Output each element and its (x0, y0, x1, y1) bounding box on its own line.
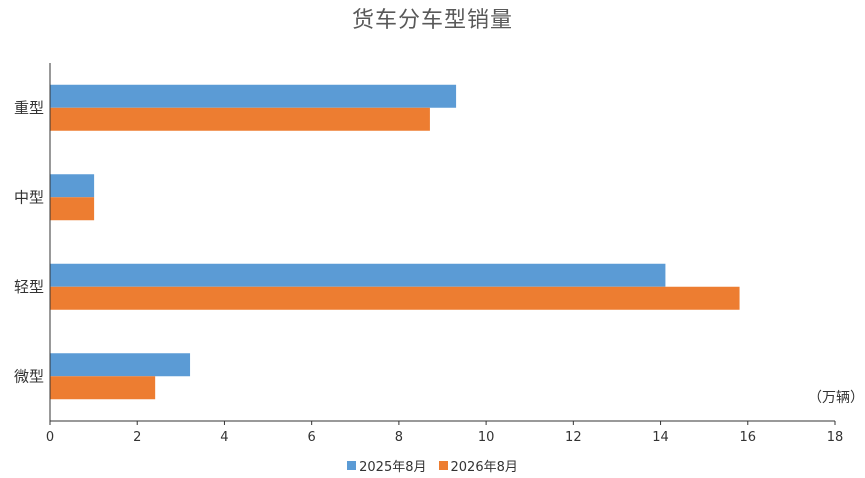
bar-重型-series-2 (50, 107, 430, 131)
x-tick-label: 0 (46, 430, 54, 445)
category-label: 中型 (14, 188, 44, 206)
category-label: 微型 (14, 367, 44, 385)
x-tick-label: 8 (395, 430, 403, 445)
legend-item-series-2: 2026年8月 (438, 456, 518, 475)
bar-微型-series-1 (50, 353, 191, 377)
bar-重型-series-1 (50, 84, 457, 108)
bars-group (50, 84, 740, 400)
x-tick-label: 12 (565, 430, 582, 445)
category-label: 重型 (14, 99, 44, 117)
x-tick-label: 10 (478, 430, 495, 445)
x-tick-label: 18 (827, 430, 844, 445)
bar-中型-series-2 (50, 197, 95, 221)
x-ticks-group: 0 2 4 6 8 10 12 14 16 18 (46, 421, 843, 445)
legend-swatch-series-1 (347, 461, 357, 470)
legend-item-series-1: 2025年8月 (347, 456, 427, 475)
legend-label-series-1: 2025年8月 (359, 460, 427, 475)
category-label: 轻型 (14, 278, 44, 296)
x-tick-label: 14 (652, 430, 669, 445)
legend-swatch-series-2 (438, 461, 448, 470)
legend: 2025年8月 2026年8月 (0, 456, 865, 475)
legend-label-series-2: 2026年8月 (450, 460, 518, 475)
x-tick-label: 6 (308, 430, 316, 445)
unit-label: （万辆） (808, 390, 864, 406)
bar-微型-series-2 (50, 376, 156, 400)
chart-title: 货车分车型销量 (351, 8, 513, 33)
bar-中型-series-1 (50, 174, 95, 198)
x-tick-label: 16 (740, 430, 757, 445)
x-tick-label: 2 (133, 430, 141, 445)
bar-轻型-series-1 (50, 263, 666, 287)
bar-轻型-series-2 (50, 286, 740, 310)
x-tick-label: 4 (220, 430, 228, 445)
